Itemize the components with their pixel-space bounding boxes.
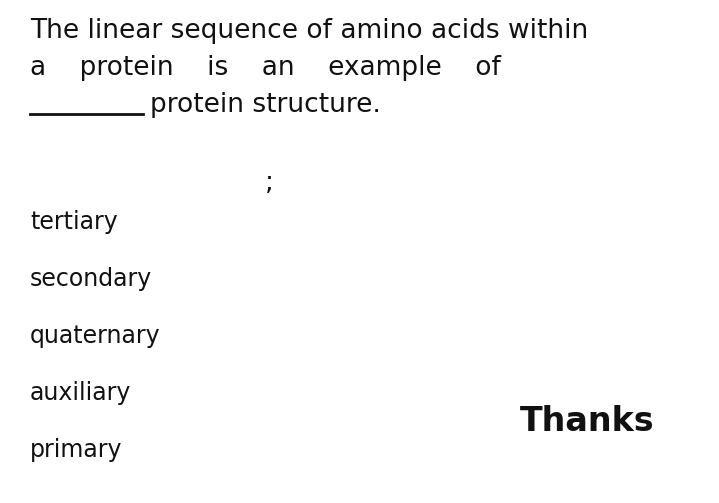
Text: a    protein    is    an    example    of: a protein is an example of	[30, 55, 501, 81]
Text: primary: primary	[30, 438, 122, 462]
Text: quaternary: quaternary	[30, 324, 160, 348]
Text: The linear sequence of amino acids within: The linear sequence of amino acids withi…	[30, 18, 588, 44]
Text: auxiliary: auxiliary	[30, 381, 132, 405]
Text: secondary: secondary	[30, 267, 152, 291]
Text: ;: ;	[265, 170, 274, 196]
Text: Thanks: Thanks	[520, 405, 654, 438]
Text: protein structure.: protein structure.	[150, 92, 381, 118]
Text: tertiary: tertiary	[30, 210, 118, 234]
